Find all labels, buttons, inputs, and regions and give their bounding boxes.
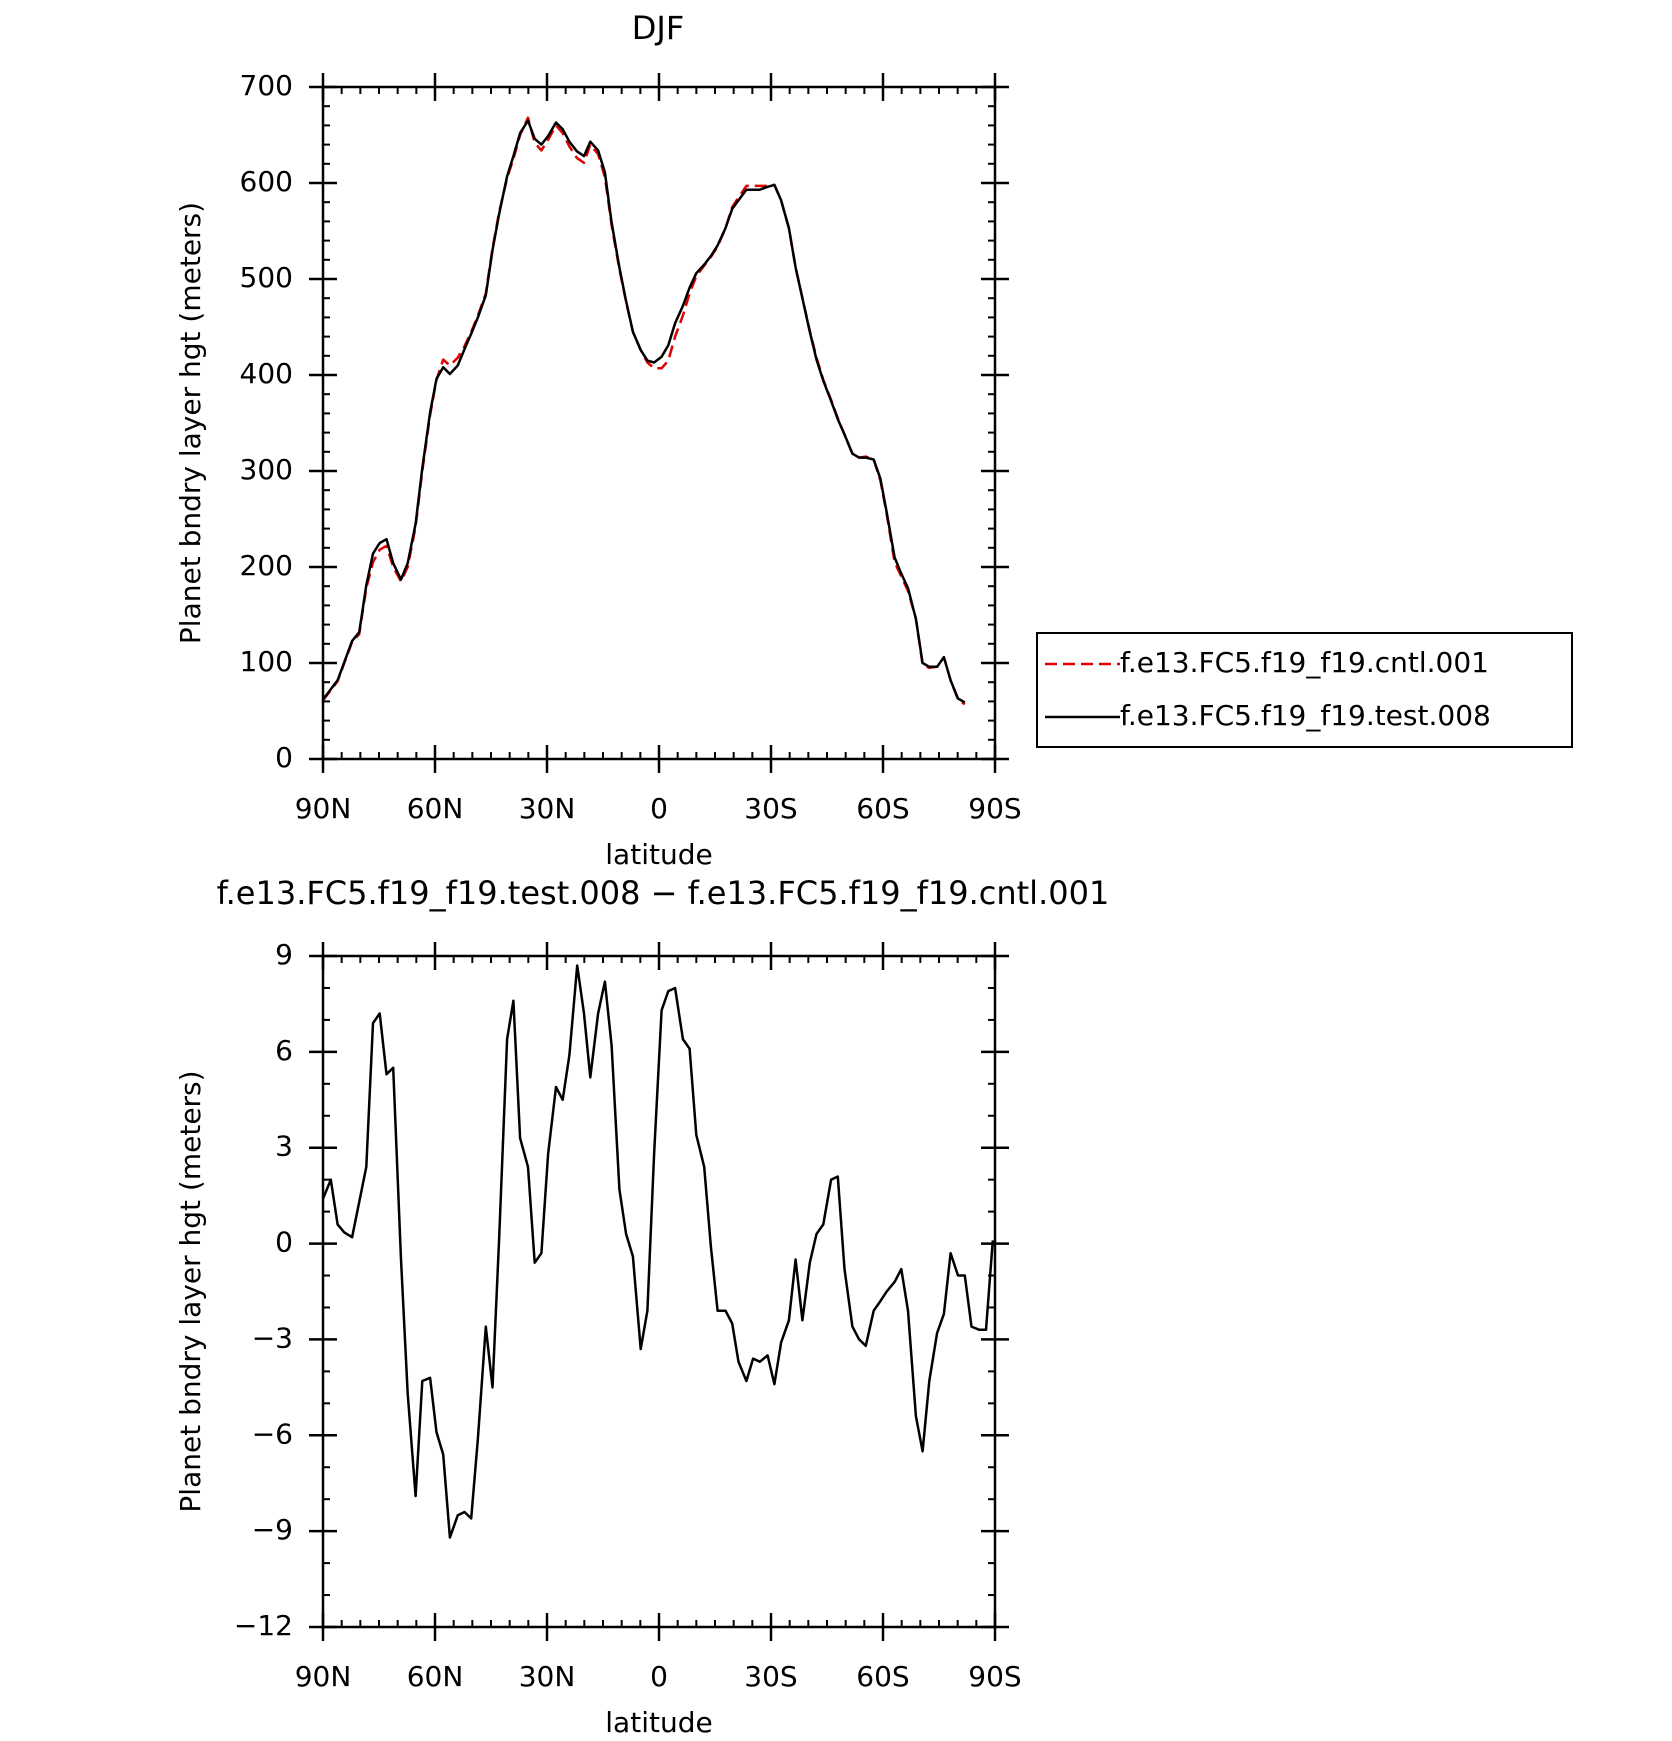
y-tick-label: 3 (275, 1130, 293, 1163)
x-tick-label: 90N (295, 792, 352, 825)
y-tick-label: 200 (240, 549, 293, 582)
y-tick-label: 300 (240, 453, 293, 486)
plot-frame (321, 85, 997, 761)
y-tick-label: 0 (275, 1226, 293, 1259)
x-tick-label: 60S (856, 792, 909, 825)
y-tick-label: 400 (240, 357, 293, 390)
x-axis-label: latitude (605, 1706, 712, 1739)
y-axis-label: Planet bndry layer hgt (meters) (174, 1070, 207, 1512)
y-tick-label: −3 (252, 1321, 293, 1354)
data-line (321, 964, 995, 1539)
y-tick-label: 9 (275, 938, 293, 971)
y-axis-label: Planet bndry layer hgt (meters) (174, 202, 207, 644)
data-line (322, 116, 966, 706)
y-tick-label: 6 (275, 1034, 293, 1067)
data-line (322, 119, 966, 704)
y-tick-label: 700 (240, 69, 293, 102)
y-tick-label: −6 (252, 1417, 293, 1450)
legend-label: f.e13.FC5.f19_f19.cntl.001 (1120, 646, 1489, 679)
x-tick-label: 90S (968, 792, 1021, 825)
x-tick-label: 60N (407, 1660, 464, 1693)
x-tick-label: 90S (968, 1660, 1021, 1693)
y-tick-label: 0 (275, 741, 293, 774)
x-tick-label: 30S (744, 1660, 797, 1693)
chart-title: DJF (632, 9, 684, 47)
y-tick-label: 600 (240, 165, 293, 198)
plot-frame (321, 954, 997, 1629)
y-tick-label: −9 (252, 1513, 293, 1546)
x-tick-label: 60N (407, 792, 464, 825)
x-tick-label: 0 (650, 1660, 668, 1693)
x-tick-label: 0 (650, 792, 668, 825)
y-tick-label: 100 (240, 645, 293, 678)
x-tick-label: 90N (295, 1660, 352, 1693)
y-tick-label: −12 (234, 1609, 293, 1642)
x-axis-label: latitude (605, 838, 712, 871)
x-tick-label: 30N (519, 792, 576, 825)
x-tick-label: 30N (519, 1660, 576, 1693)
legend-box (1036, 632, 1573, 748)
y-tick-label: 500 (240, 261, 293, 294)
x-tick-label: 60S (856, 1660, 909, 1693)
legend-label: f.e13.FC5.f19_f19.test.008 (1120, 699, 1491, 732)
x-tick-label: 30S (744, 792, 797, 825)
chart-title: f.e13.FC5.f19_f19.test.008 − f.e13.FC5.f… (217, 874, 1110, 912)
